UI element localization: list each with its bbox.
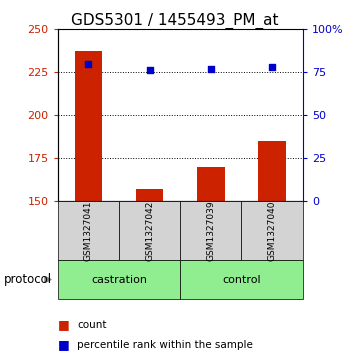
Text: GSM1327042: GSM1327042 [145,200,154,261]
Text: GSM1327041: GSM1327041 [84,200,93,261]
Text: percentile rank within the sample: percentile rank within the sample [77,340,253,350]
Text: control: control [222,274,261,285]
Text: GDS5301 / 1455493_PM_at: GDS5301 / 1455493_PM_at [71,13,279,29]
Text: castration: castration [91,274,147,285]
Point [208,66,213,72]
Bar [75,52,102,201]
Text: protocol: protocol [4,273,52,286]
Text: GSM1327040: GSM1327040 [268,200,276,261]
Text: count: count [77,320,106,330]
Bar [197,167,225,201]
Text: GSM1327039: GSM1327039 [206,200,215,261]
Text: ■: ■ [58,338,70,351]
Text: ■: ■ [58,318,70,331]
Bar [258,141,286,201]
Bar [136,189,163,201]
Point [270,64,275,70]
Point [147,68,153,73]
Point [85,61,91,66]
